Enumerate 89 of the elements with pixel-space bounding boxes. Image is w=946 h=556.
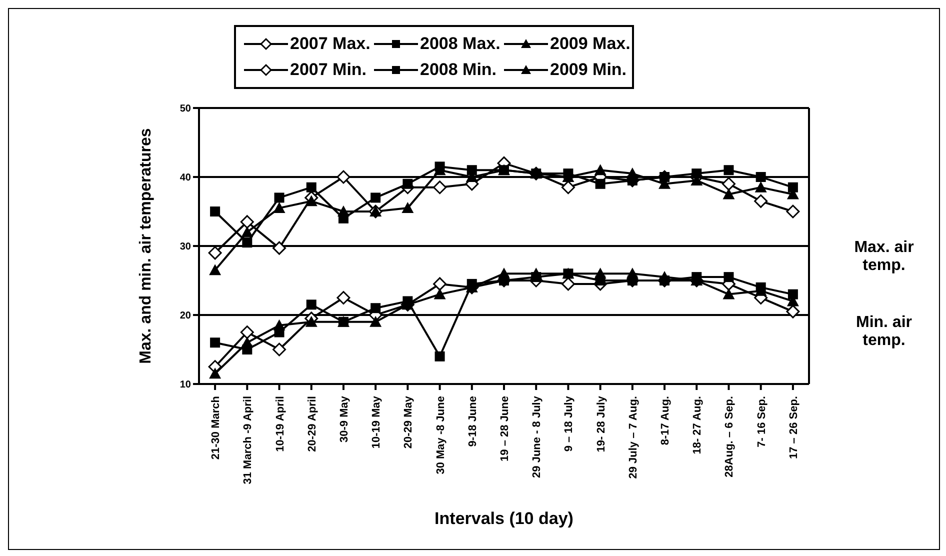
point [594,268,606,279]
y-tick-label: 50 [180,104,192,115]
legend-label: 2007 Min. [290,60,367,80]
point [724,165,734,176]
y-tick-label: 40 [180,172,192,184]
point [370,316,382,327]
point [756,172,766,182]
point [433,180,447,194]
point [626,168,638,179]
x-tick-label: 17 – 26 Sep. [788,396,800,459]
legend-label: 2007 Max. [290,34,370,54]
point [722,288,735,300]
x-tick-label: 31 March -9 April [242,396,254,484]
text: Min. air temp. [854,314,913,350]
point [786,204,800,218]
point [561,277,575,291]
x-tick-label: 9 – 18 July [563,395,576,452]
point [210,338,220,348]
point [594,164,606,176]
point [788,289,798,300]
point [434,288,446,300]
point [692,168,702,179]
point [660,172,670,182]
point [434,351,445,362]
x-tick-label: 10-19 May [370,395,383,449]
point [336,170,350,184]
point [754,194,768,208]
x-tick-label: 21-30 March [210,396,222,460]
point [274,192,284,203]
point [788,182,798,192]
point [370,303,381,314]
point [210,206,220,216]
point [240,326,254,339]
y-tick-label: 20 [180,310,192,322]
x-tick-label: 19- 28 July [595,395,608,452]
legend-label: 2009 Max. [550,34,630,54]
point [433,277,447,291]
point [209,368,222,379]
point [498,268,510,279]
point [786,304,800,318]
point [208,246,222,260]
x-tick-label: 8-17 Aug. [660,396,672,446]
x-tick-label: 30-9 May [338,395,350,442]
point [530,268,542,279]
point [241,226,254,238]
point [722,177,736,191]
point [305,316,318,327]
point [306,300,316,310]
x-tick-label: 30 May -8 June [434,396,447,474]
x-tick-label: 28Aug. – 6 Sep. [724,396,736,478]
y-tick-label: 30 [180,242,192,253]
x-tick-label: 19 – 28 June [499,396,511,462]
x-tick-label: 20-29 May [402,395,415,449]
point [466,165,477,176]
x-tick-label: 18- 27 Aug. [692,396,704,454]
point [337,206,350,216]
x-tick-label: 29 July – 7 Aug. [627,396,640,479]
point [722,188,735,200]
point [272,241,286,255]
point [273,202,286,214]
point [402,178,413,189]
point [658,271,671,282]
x-tick-label: 7- 16 Sep. [756,396,768,448]
point [754,181,767,192]
point [209,264,222,276]
legend-label: 2008 Max. [420,34,500,54]
x-tick-label: 9-18 June [466,396,479,447]
point [272,342,286,356]
point [626,268,638,279]
text: Max. air temp. [853,239,915,275]
point [402,202,414,214]
point [240,215,254,229]
x-tick-label: 10-19 April [274,396,286,452]
point [306,182,316,192]
x-axis-title: Intervals (10 day) [434,509,574,528]
point [242,238,252,248]
x-tick-label: 20-29 April [306,396,318,452]
legend-label: 2009 Min. [550,60,627,80]
y-tick-label: 10 [180,380,192,391]
x-tick-label: 29 June - 8 July [531,395,544,478]
point [241,336,254,348]
point [336,291,350,304]
point [724,272,734,282]
point [561,180,575,194]
y-axis-title: Max. and min. air temperatures [138,128,155,364]
legend-label: 2008 Min. [420,60,497,80]
point [595,178,606,189]
point [370,192,381,203]
point [273,319,286,330]
